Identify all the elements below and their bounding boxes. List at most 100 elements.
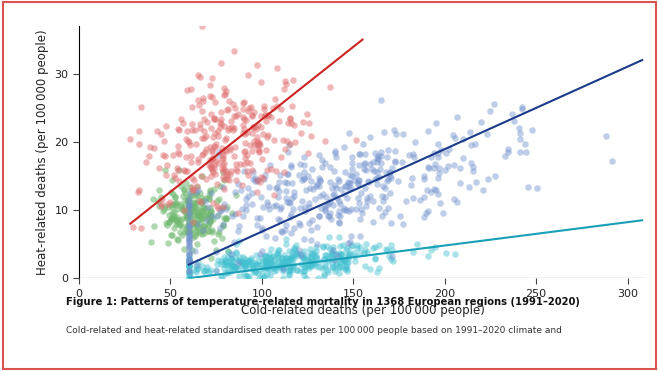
Point [197,152,208,158]
Point [196,108,207,114]
Point [312,181,323,187]
Point [229,125,239,131]
Point [229,152,239,158]
Point [273,247,284,253]
Point [218,85,229,91]
Point [287,263,298,269]
Point [239,263,250,269]
Point [220,137,231,143]
Point [285,116,295,122]
Point [432,141,443,147]
Point [222,270,233,276]
Point [355,244,366,250]
Point [258,204,268,210]
Point [384,190,395,196]
Point [171,200,181,206]
Point [189,177,200,183]
Point [215,274,226,280]
Point [226,263,237,269]
Point [197,23,208,29]
Point [227,210,237,216]
Point [193,259,204,265]
Point [269,203,279,209]
Point [273,259,284,265]
Point [293,172,304,178]
Point [290,139,301,145]
Point [351,171,361,177]
Point [198,225,208,231]
Point [260,253,270,259]
Point [263,112,273,118]
Point [389,160,400,165]
Point [183,202,194,208]
Point [180,197,190,203]
Point [249,124,260,130]
Point [520,141,530,147]
Point [242,259,252,265]
Point [243,105,254,111]
Point [239,260,250,266]
Point [332,177,343,183]
Point [285,214,295,220]
Point [205,187,215,193]
Point [226,168,237,174]
Point [322,203,332,209]
Point [184,203,194,209]
Point [219,270,230,276]
Point [234,258,244,264]
Point [322,267,332,273]
Point [206,162,216,168]
Point [198,230,209,236]
Point [256,227,267,233]
Point [221,168,232,174]
Point [239,99,249,105]
Point [306,237,316,243]
Point [268,137,279,143]
Point [275,265,286,270]
Point [308,186,319,192]
Point [158,208,168,214]
Point [183,233,194,239]
Point [179,204,189,210]
Point [183,263,194,269]
Point [318,243,328,249]
Point [252,62,262,68]
Point [261,258,272,264]
Point [268,265,279,271]
Point [324,213,334,219]
Point [238,130,248,136]
Point [182,87,192,93]
Point [152,198,163,204]
Point [189,221,200,227]
Point [185,270,196,276]
Point [219,201,229,207]
Point [332,212,343,218]
Point [183,196,194,202]
Point [182,224,192,230]
Point [299,268,310,274]
Point [299,272,309,278]
Point [217,274,227,280]
Point [270,96,281,102]
Point [216,235,227,241]
Point [192,221,203,227]
Point [276,154,287,160]
Point [310,244,321,250]
Point [305,227,316,233]
Point [168,191,179,197]
Point [223,249,234,255]
Point [324,164,335,170]
Point [349,177,359,183]
Point [490,174,500,180]
Point [196,135,207,141]
Point [281,242,291,247]
Point [340,247,351,253]
Point [182,168,192,174]
Point [239,131,250,137]
Point [230,255,241,261]
Point [293,250,304,256]
Point [181,180,191,186]
Point [299,236,309,242]
Point [206,190,217,196]
Point [369,244,380,250]
